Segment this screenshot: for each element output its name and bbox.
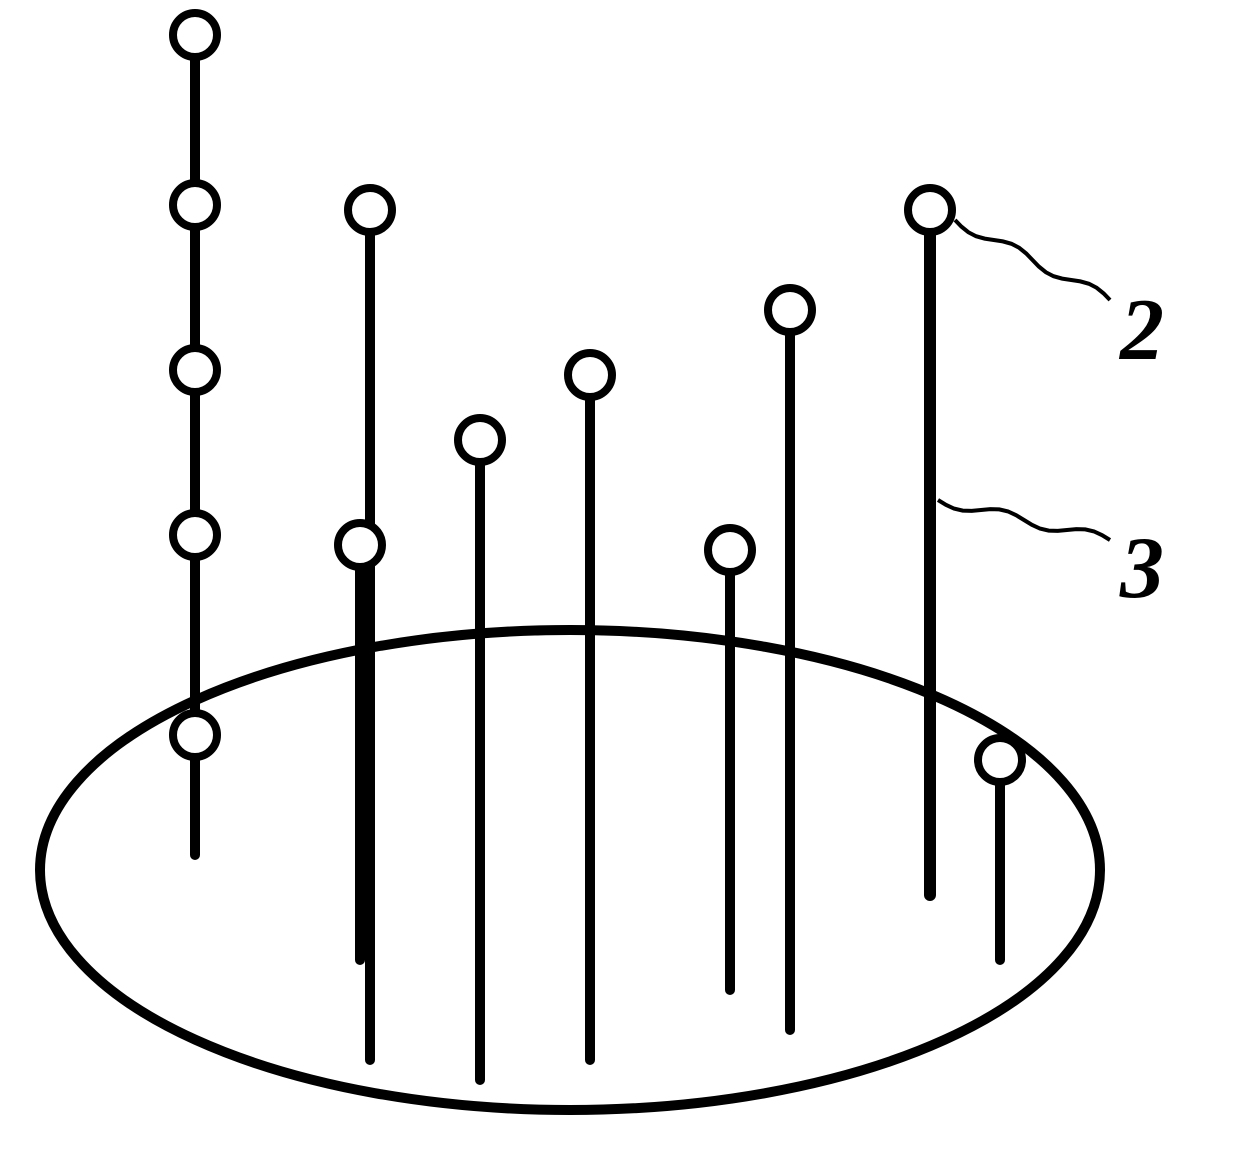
callout-leader-3 bbox=[938, 500, 1110, 540]
pin-p1 bbox=[173, 13, 217, 855]
pin-bead-0 bbox=[908, 188, 952, 232]
callout-label-3: 3 bbox=[1120, 518, 1164, 619]
pin-bead-0 bbox=[768, 288, 812, 332]
pin-bead-0 bbox=[978, 738, 1022, 782]
pin-bead-0 bbox=[708, 528, 752, 572]
pin-bead-2 bbox=[173, 348, 217, 392]
pin-bead-0 bbox=[458, 418, 502, 462]
pin-bead-0 bbox=[568, 353, 612, 397]
pin-p9 bbox=[978, 738, 1022, 960]
pin-p6 bbox=[708, 528, 752, 990]
pin-bead-0 bbox=[338, 523, 382, 567]
pin-p5 bbox=[568, 353, 612, 1060]
pin-bead-4 bbox=[173, 713, 217, 757]
pin-bead-0 bbox=[173, 13, 217, 57]
pin-bead-0 bbox=[348, 188, 392, 232]
pin-p4 bbox=[458, 418, 502, 1080]
pin-p2 bbox=[348, 188, 392, 1060]
diagram-container bbox=[0, 0, 1240, 1149]
pin-p3 bbox=[338, 523, 382, 960]
pin-bead-1 bbox=[173, 183, 217, 227]
callout-label-2: 2 bbox=[1120, 280, 1164, 381]
callout-leader-2 bbox=[955, 220, 1110, 300]
pin-p8 bbox=[908, 188, 952, 895]
pin-bead-3 bbox=[173, 513, 217, 557]
diagram-svg bbox=[0, 0, 1240, 1149]
